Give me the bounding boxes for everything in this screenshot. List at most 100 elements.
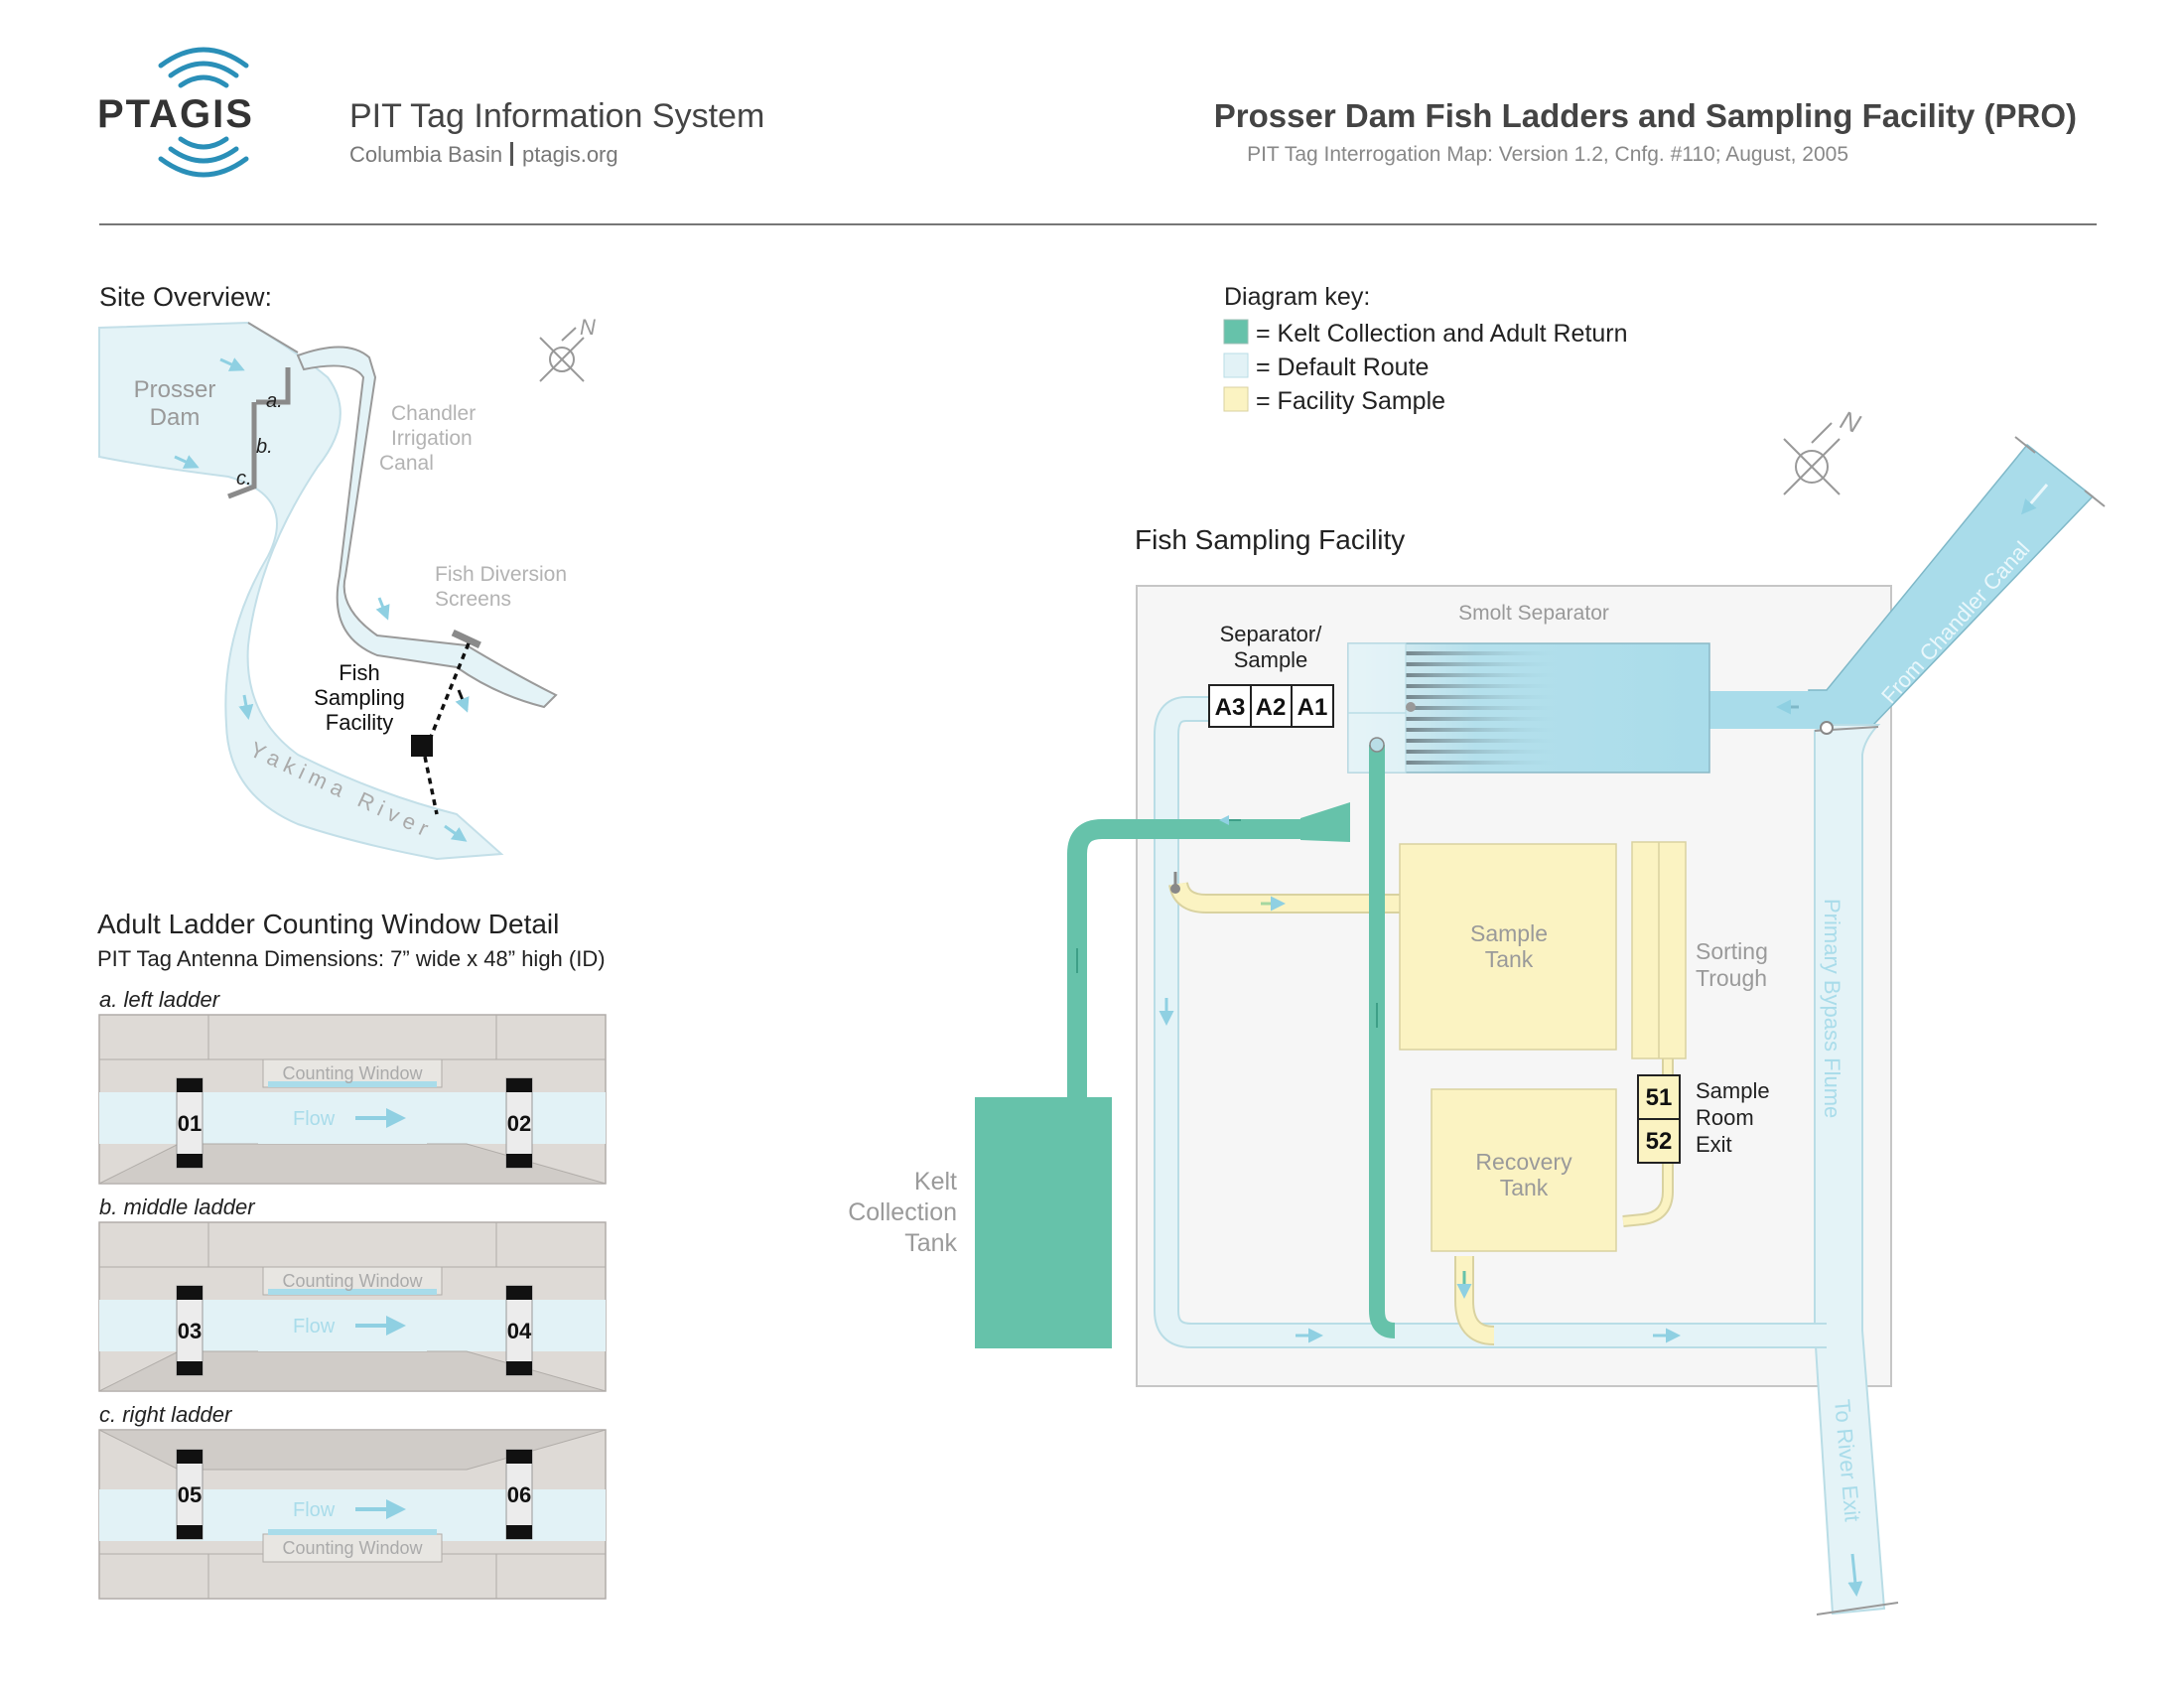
canal-label-2: Irrigation (391, 427, 473, 450)
antenna-03: 03 (176, 1285, 204, 1376)
sample-tank-label-2: Tank (1485, 946, 1534, 972)
map-subtitle: PIT Tag Interrogation Map: Version 1.2, … (1247, 143, 1848, 166)
north-compass-icon (539, 327, 585, 382)
ladder-b: b. middle ladder Counting Window Flow 03 04 (98, 1195, 607, 1392)
facility-label-2: Sampling (314, 685, 405, 710)
legend-label-kelt: = Kelt Collection and Adult Return (1256, 320, 1628, 348)
antenna-06: 06 (505, 1449, 533, 1540)
legend-swatch-kelt (1223, 319, 1249, 345)
separator-bar (1406, 662, 1565, 666)
antenna-label: 01 (178, 1111, 202, 1136)
antenna-51-label: 51 (1646, 1084, 1673, 1111)
facility-north-label: N (1837, 404, 1864, 439)
dam-label-2: Dam (150, 404, 201, 431)
kelt-tank-label-1: Kelt (914, 1168, 957, 1196)
ladder-details: a. left ladder Counting Window Flow 01 02 b. … (98, 987, 607, 1600)
separator-bar (1406, 684, 1565, 688)
legend-label-default: = Default Route (1256, 353, 1429, 381)
sample-room-antennas: 51 52 (1637, 1074, 1681, 1164)
legend-swatch-sample (1223, 386, 1249, 412)
canal-label-1: Chandler (391, 402, 476, 425)
legend-title: Diagram key: (1224, 283, 1370, 311)
screens-label-1: Fish Diversion (435, 563, 567, 586)
separator-bar (1406, 695, 1565, 699)
antenna-05: 05 (176, 1449, 204, 1540)
flow-label: Flow (293, 1499, 336, 1521)
separator-bar (1406, 761, 1565, 765)
sample-room-exit-label-1: Sample (1696, 1078, 1770, 1103)
sample-tank-label-1: Sample (1470, 920, 1548, 946)
separator-bar (1406, 651, 1565, 655)
separator-bar (1406, 717, 1565, 721)
recovery-tank-label-2: Tank (1500, 1175, 1549, 1200)
sample-route-pipe (1168, 872, 1674, 1345)
sample-room-exit-label-3: Exit (1696, 1132, 1732, 1157)
header-divider (510, 142, 513, 166)
kelt-tank-label-3: Tank (904, 1229, 957, 1257)
ladder-mark-c: c. (236, 468, 252, 490)
separator-bar (1406, 706, 1565, 710)
overview-title: Site Overview: (99, 282, 272, 312)
facility-compass-icon (1783, 422, 1841, 495)
overview-north-label: N (580, 315, 596, 340)
kelt-tank-label-2: Collection (848, 1198, 957, 1226)
antenna-04: 04 (505, 1285, 533, 1376)
diversion-screens (451, 629, 481, 648)
ladder-label: c. right ladder (99, 1402, 233, 1427)
site-link[interactable]: ptagis.org (522, 142, 618, 167)
facility-title: Fish Sampling Facility (1135, 524, 1405, 555)
window-detail-subtitle: PIT Tag Antenna Dimensions: 7” wide x 48… (97, 946, 606, 971)
system-name: PIT Tag Information System (349, 97, 764, 135)
return-pipe (423, 756, 439, 815)
dam-label-1: Prosser (134, 376, 216, 403)
legend-swatch-default (1223, 352, 1249, 378)
diversion-pipe (425, 642, 471, 748)
kelt-collection-tank (975, 1097, 1112, 1348)
primary-bypass-flume: Primary Bypass Flume To River Exit (1814, 721, 1899, 1616)
legend-label-sample: = Facility Sample (1256, 387, 1445, 415)
antenna-label: 04 (507, 1319, 532, 1343)
overview-map: a. b. c. Prosser Dam Chandler Irrigation… (98, 315, 596, 861)
flow-label: Flow (293, 1316, 336, 1337)
ladder-label: a. left ladder (99, 987, 221, 1012)
antenna-label: 03 (178, 1319, 202, 1343)
facility-marker (411, 735, 433, 757)
separator-bar (1406, 750, 1565, 754)
logo-text: PTAGIS (97, 92, 254, 136)
separator-sample-label-1: Separator/ (1220, 622, 1323, 646)
facility-label-1: Fish (339, 660, 380, 685)
ladder-label: b. middle ladder (99, 1195, 256, 1219)
antenna-label: 05 (178, 1482, 202, 1507)
antenna-label: 02 (507, 1111, 531, 1136)
map-title: Prosser Dam Fish Ladders and Sampling Fa… (1214, 97, 2077, 134)
counting-window-label: Counting Window (282, 1271, 423, 1291)
dam-ladders (227, 367, 291, 499)
facility-label-3: Facility (326, 710, 393, 735)
river-water (98, 321, 504, 861)
sample-tank (1399, 843, 1617, 1051)
ladder-mark-a: a. (266, 390, 283, 412)
ladder-c: c. right ladder Counting Window Flow 05 06 (98, 1402, 607, 1600)
kelt-route-pipe (1067, 737, 1396, 1338)
antenna-01: 01 (176, 1077, 204, 1169)
flow-label: Flow (293, 1108, 336, 1130)
sorting-trough-label-1: Sorting (1696, 938, 1768, 964)
legend: = Kelt Collection and Adult Return = Def… (1223, 319, 1628, 415)
sample-room-exit-label-2: Room (1696, 1105, 1754, 1130)
antenna-02: 02 (505, 1077, 533, 1169)
ptagis-logo: PTAGIS (97, 47, 254, 178)
smolt-separator-label: Smolt Separator (1458, 602, 1609, 625)
flow-arrows (174, 357, 468, 842)
kelt-funnel (1300, 802, 1350, 842)
counting-window-label: Counting Window (282, 1538, 423, 1558)
separator-bar (1406, 728, 1565, 732)
region-text: Columbia Basin (349, 142, 502, 167)
recovery-tank (1431, 1088, 1617, 1252)
smolt-separator: Smolt Separator (1347, 602, 1827, 774)
separator-antennas: A3 A2 A1 (1208, 684, 1334, 728)
default-route-pipe (1154, 696, 1827, 1348)
ladder-mark-b: b. (256, 436, 273, 458)
antenna-A3: A3 (1215, 694, 1246, 721)
antenna-label: 06 (507, 1482, 531, 1507)
